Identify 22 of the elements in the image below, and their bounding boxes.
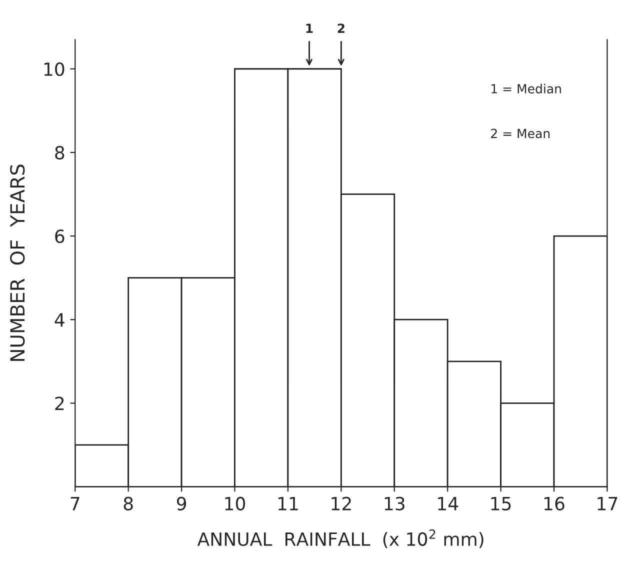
annotation: 2 [338,24,344,33]
y-tick-label: 10 [44,62,64,76]
x-tick-label: 14 [438,497,458,510]
x-tick-label: 16 [544,496,564,510]
y-tick-label: 6 [55,229,64,244]
annotation: 1 [306,24,313,33]
x-tick-label: 9 [176,496,186,510]
y-axis-title: NUMBER OF YEARS [10,164,25,361]
y-tick-label: 8 [55,146,64,160]
x-tick-label: 15 [491,497,511,510]
x-axis-title: ANNUAL RAINFALL (x 10$^{2}$ mm) [197,529,484,548]
x-tick-label: 12 [332,496,351,510]
y-tick-label: 4 [54,313,64,326]
annotation: 1 = Median [492,84,561,94]
x-tick-label: 8 [124,496,133,510]
x-tick-label: 11 [278,497,298,510]
x-tick-label: 17 [598,497,618,510]
y-tick-label: 2 [55,396,64,410]
annotation: 2 = Mean [491,128,550,138]
x-tick-label: 13 [384,496,404,510]
x-tick-label: 10 [225,496,246,510]
x-tick-label: 7 [70,497,80,510]
